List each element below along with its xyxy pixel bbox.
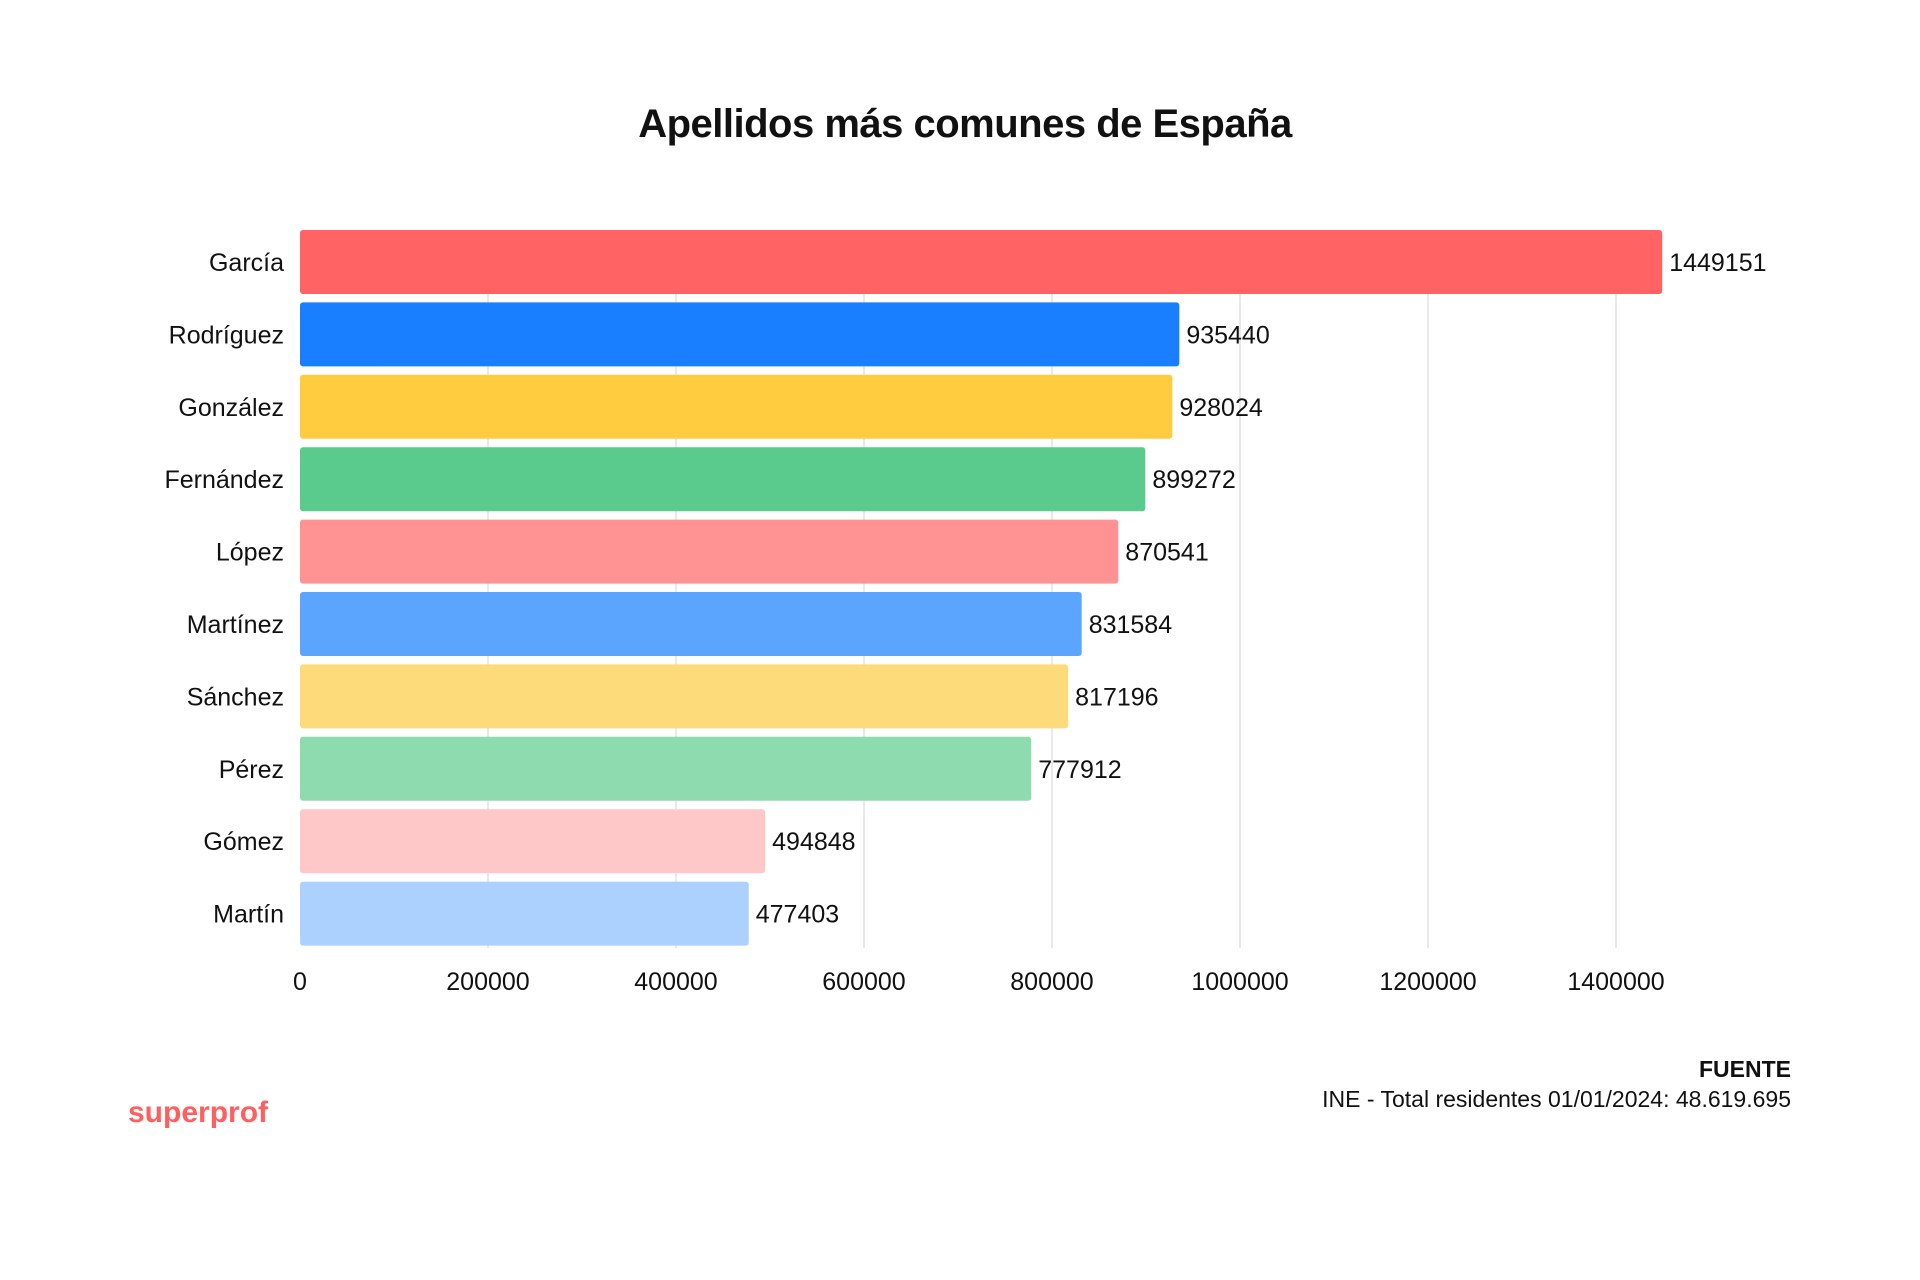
bar	[300, 592, 1082, 656]
x-tick-label: 1200000	[1379, 968, 1476, 996]
x-tick-label: 200000	[446, 968, 529, 996]
x-tick-label: 1000000	[1191, 968, 1288, 996]
source-text: INE - Total residentes 01/01/2024: 48.61…	[1322, 1086, 1791, 1112]
data-label: 494848	[772, 828, 855, 856]
category-label: Martínez	[187, 611, 284, 639]
data-label: 899272	[1152, 466, 1235, 494]
x-tick-label: 0	[293, 968, 307, 996]
bar	[300, 302, 1180, 367]
source-heading: FUENTE	[1699, 1056, 1791, 1082]
bar	[300, 736, 1032, 801]
bar	[300, 664, 1069, 729]
bar	[300, 230, 1663, 294]
x-tick-label: 400000	[634, 968, 717, 996]
data-label: 817196	[1075, 683, 1158, 711]
x-tick-label: 600000	[822, 968, 905, 996]
category-label: García	[209, 249, 284, 277]
bar	[300, 519, 1119, 584]
category-label: Pérez	[219, 756, 284, 784]
category-label: Rodríguez	[169, 321, 284, 349]
data-label: 928024	[1179, 394, 1263, 422]
category-label: Sánchez	[187, 683, 284, 711]
category-label: Martín	[213, 901, 284, 929]
bar	[300, 447, 1146, 512]
category-label: Fernández	[164, 466, 284, 494]
brand-logo: superprof	[128, 1096, 269, 1129]
bar	[300, 374, 1173, 439]
data-label: 477403	[756, 901, 839, 929]
chart-title: Apellidos más comunes de España	[638, 102, 1292, 146]
data-label: 831584	[1089, 611, 1173, 639]
category-label: López	[216, 539, 284, 567]
category-label: Gómez	[203, 828, 284, 856]
data-label: 935440	[1186, 321, 1269, 349]
data-label: 1449151	[1669, 249, 1766, 277]
x-tick-label: 800000	[1010, 968, 1093, 996]
data-label: 777912	[1038, 756, 1121, 784]
bar	[300, 881, 749, 946]
bar	[300, 809, 766, 874]
data-label: 870541	[1125, 539, 1208, 567]
x-tick-label: 1400000	[1567, 968, 1664, 996]
category-label: González	[178, 394, 284, 422]
